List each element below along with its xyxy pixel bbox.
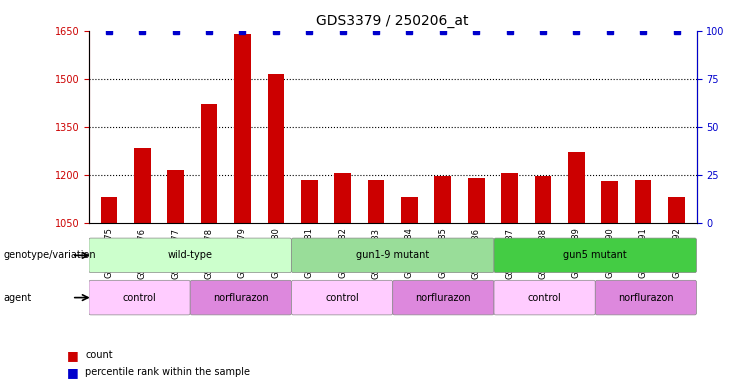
Bar xyxy=(568,152,585,223)
Text: gun1-9 mutant: gun1-9 mutant xyxy=(356,250,429,260)
Text: gun5 mutant: gun5 mutant xyxy=(563,250,627,260)
FancyBboxPatch shape xyxy=(89,280,190,315)
Bar xyxy=(334,173,351,223)
Text: wild-type: wild-type xyxy=(167,250,213,260)
FancyBboxPatch shape xyxy=(595,280,697,315)
Bar xyxy=(434,176,451,223)
Text: agent: agent xyxy=(4,293,32,303)
Text: norflurazon: norflurazon xyxy=(618,293,674,303)
Text: percentile rank within the sample: percentile rank within the sample xyxy=(85,367,250,377)
Bar xyxy=(468,178,485,223)
Bar xyxy=(501,173,518,223)
FancyBboxPatch shape xyxy=(393,280,494,315)
FancyBboxPatch shape xyxy=(190,280,291,315)
Bar xyxy=(167,170,184,223)
Text: count: count xyxy=(85,350,113,360)
Bar xyxy=(101,197,117,223)
FancyBboxPatch shape xyxy=(291,238,494,273)
Bar xyxy=(234,34,251,223)
FancyBboxPatch shape xyxy=(89,238,291,273)
Bar xyxy=(668,197,685,223)
Bar xyxy=(268,74,285,223)
Bar xyxy=(134,147,150,223)
Text: norflurazon: norflurazon xyxy=(416,293,471,303)
Text: ■: ■ xyxy=(67,349,79,362)
Bar xyxy=(635,180,651,223)
Text: control: control xyxy=(528,293,562,303)
Bar xyxy=(534,176,551,223)
Text: control: control xyxy=(325,293,359,303)
FancyBboxPatch shape xyxy=(494,238,697,273)
FancyBboxPatch shape xyxy=(291,280,393,315)
Bar xyxy=(368,180,385,223)
Text: control: control xyxy=(123,293,156,303)
Bar xyxy=(201,104,217,223)
Text: norflurazon: norflurazon xyxy=(213,293,269,303)
Text: genotype/variation: genotype/variation xyxy=(4,250,96,260)
Bar xyxy=(301,180,318,223)
FancyBboxPatch shape xyxy=(494,280,595,315)
Text: ■: ■ xyxy=(67,366,79,379)
Bar xyxy=(401,197,418,223)
Title: GDS3379 / 250206_at: GDS3379 / 250206_at xyxy=(316,14,469,28)
Bar xyxy=(602,181,618,223)
